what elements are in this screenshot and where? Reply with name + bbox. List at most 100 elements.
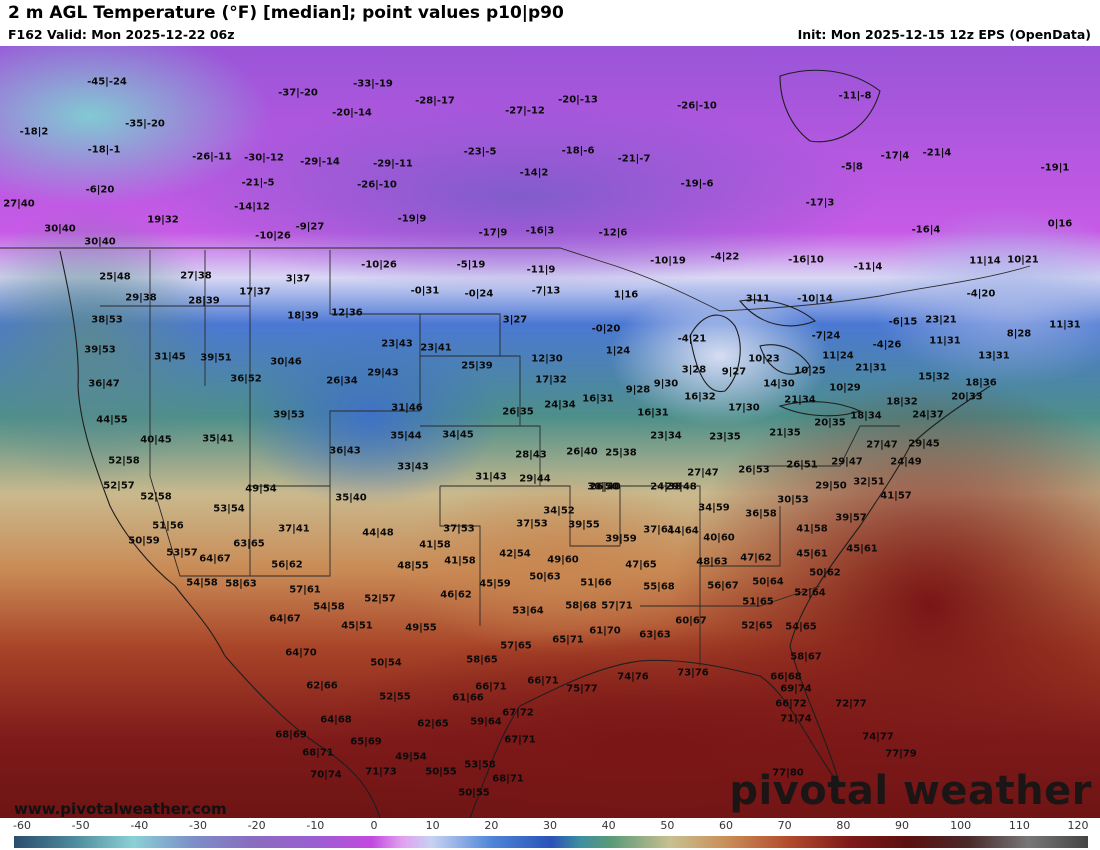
lake-erie: [778, 401, 862, 417]
point-value-label: -19|1: [1040, 162, 1070, 174]
point-value-label: 56|62: [271, 559, 303, 571]
point-value-label: 54|58: [186, 577, 218, 589]
lake-michigan: [689, 314, 741, 393]
point-value-label: 77|79: [885, 748, 917, 760]
color-scale-tick-label: -50: [71, 819, 90, 832]
point-value-label: -11|-8: [838, 90, 872, 102]
point-value-label: -29|-14: [300, 156, 340, 168]
point-value-label: -19|-6: [680, 178, 714, 190]
point-value-label: 50|63: [529, 571, 561, 583]
point-value-label: 36|58: [745, 508, 777, 520]
point-value-label: -10|26: [361, 259, 397, 271]
point-value-label: 41|58: [444, 555, 476, 567]
point-value-label: -7|13: [531, 285, 561, 297]
point-value-label: -11|9: [526, 264, 556, 276]
point-value-label: 69|74: [780, 683, 812, 695]
point-value-label: 51|65: [742, 596, 774, 608]
point-value-label: 36|43: [329, 445, 361, 457]
lake-huron: [759, 344, 811, 375]
point-value-label: 34|45: [442, 429, 474, 441]
point-value-label: 65|71: [552, 634, 584, 646]
point-value-label: 21|31: [855, 362, 887, 374]
point-value-label: 35|41: [202, 433, 234, 445]
point-value-label: 23|43: [381, 338, 413, 350]
point-value-label: 28|39: [188, 295, 220, 307]
point-value-label: -21|4: [922, 147, 952, 159]
point-value-label: 51|56: [152, 520, 184, 532]
point-value-label: 30|40: [44, 223, 76, 235]
point-value-label: 25|38: [605, 447, 637, 459]
point-value-label: 52|55: [379, 691, 411, 703]
point-value-label: 62|65: [417, 718, 449, 730]
color-scale-ticks: -60 -50 -40 -30 -20 -10 0 10 20 30 40 50 60 70 80 90 100…: [0, 818, 1100, 834]
point-value-label: 21|35: [769, 427, 801, 439]
point-value-label: 58|63: [225, 578, 257, 590]
point-value-label: 39|53: [273, 409, 305, 421]
point-value-label: -20|-14: [332, 107, 372, 119]
color-scale-bar: -60 -50 -40 -30 -20 -10 0 10 20 30 40 50 60 70 80 90 100…: [0, 818, 1100, 850]
point-value-label: 15|32: [918, 371, 950, 383]
color-scale-tick-label: 10: [425, 819, 440, 832]
point-value-label: 11|31: [1049, 319, 1081, 331]
point-value-label: 37|61: [643, 524, 675, 536]
rockies-cold-region: [240, 326, 500, 506]
point-value-label: 24|38: [650, 481, 682, 493]
point-value-label: 52|64: [794, 587, 826, 599]
point-value-label: 31|46: [391, 402, 423, 414]
point-value-label: -27|-12: [505, 105, 545, 117]
point-value-label: 16|31: [637, 407, 669, 419]
great-lakes-region: [610, 286, 830, 426]
point-value-label: 26|51: [786, 459, 818, 471]
point-value-label: 23|34: [650, 430, 682, 442]
color-scale-tick-label: 20: [484, 819, 499, 832]
point-value-label: 34|59: [698, 502, 730, 514]
point-value-label: -12|6: [598, 227, 628, 239]
point-value-label: -26|-10: [357, 179, 397, 191]
point-value-label: 64|67: [269, 613, 301, 625]
point-value-label: 30|40: [84, 236, 116, 248]
point-value-label: 37|53: [443, 523, 475, 535]
point-value-label: 20|33: [951, 391, 983, 403]
point-value-label: 52|65: [741, 620, 773, 632]
point-value-label: 68|71: [492, 773, 524, 785]
point-value-label: -26|-10: [677, 100, 717, 112]
point-value-label: 24|37: [912, 409, 944, 421]
point-value-label: 64|67: [199, 553, 231, 565]
point-value-label: 9|27: [721, 366, 747, 378]
color-scale-tick-label: 80: [836, 819, 851, 832]
point-value-label: -37|-20: [278, 87, 318, 99]
point-value-label: 67|72: [502, 707, 534, 719]
point-value-label: 44|48: [362, 527, 394, 539]
point-value-label: 44|64: [667, 525, 699, 537]
point-value-label: -18|-1: [87, 144, 121, 156]
point-value-label: 31|45: [154, 351, 186, 363]
point-value-label: 29|38: [125, 292, 157, 304]
point-value-label: 9|30: [653, 378, 679, 390]
color-scale-tick-label: 40: [601, 819, 616, 832]
color-scale-tick-label: 110: [1008, 819, 1030, 832]
point-value-label: 45|61: [846, 543, 878, 555]
point-value-label: 50|54: [370, 657, 402, 669]
point-value-label: 52|58: [108, 455, 140, 467]
point-value-label: 48|63: [696, 556, 728, 568]
color-scale-tick-label: -20: [247, 819, 266, 832]
point-value-label: -18|-6: [561, 145, 595, 157]
temperature-field: [0, 46, 1100, 818]
point-value-label: -10|26: [255, 230, 291, 242]
point-value-label: 24|34: [544, 399, 576, 411]
point-value-label: 49|55: [405, 622, 437, 634]
point-value-label: 61|66: [452, 692, 484, 704]
point-value-label: 41|58: [796, 523, 828, 535]
point-value-label: 36|47: [88, 378, 120, 390]
point-value-label: 18|32: [886, 396, 918, 408]
point-value-label: 54|58: [313, 601, 345, 613]
point-value-label: 10|21: [1007, 254, 1039, 266]
point-value-label: 72|77: [835, 698, 867, 710]
point-value-label: 39|59: [605, 533, 637, 545]
color-scale-tick-label: -40: [130, 819, 149, 832]
color-scale-tick-label: 70: [777, 819, 792, 832]
hudson-bay: [779, 69, 881, 143]
point-value-label: 67|71: [504, 734, 536, 746]
point-value-label: 14|30: [763, 378, 795, 390]
lake-superior: [738, 299, 817, 327]
